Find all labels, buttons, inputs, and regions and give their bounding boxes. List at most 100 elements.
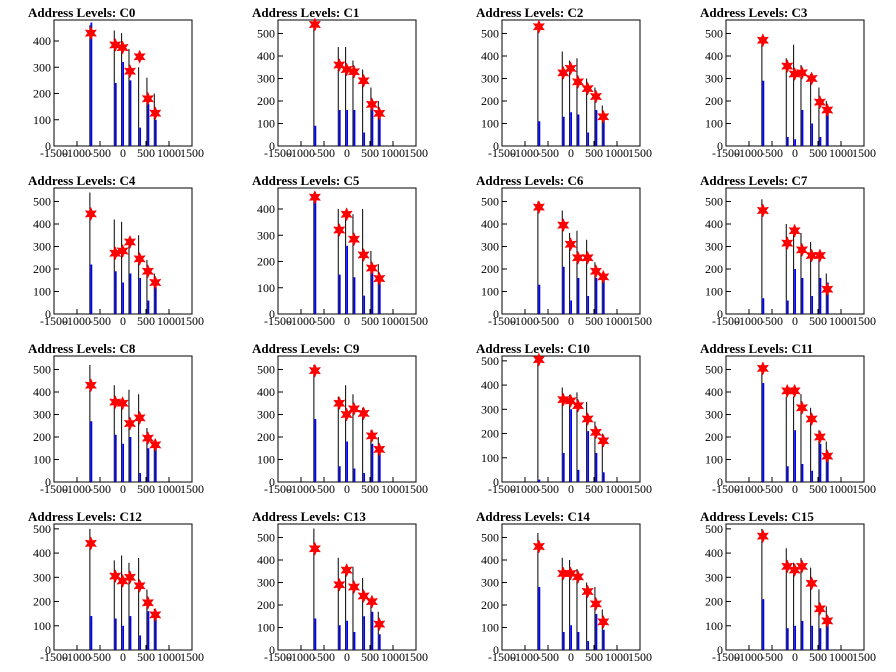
y-tick-label: 300: [705, 570, 723, 584]
y-tick-label: 400: [705, 546, 723, 560]
x-tick-label: 1000: [381, 146, 405, 160]
level-star-marker: [821, 448, 834, 464]
level-star-marker: [347, 579, 361, 595]
panel-title: Address Levels: C2: [476, 5, 583, 20]
x-tick-label: 1500: [180, 650, 204, 664]
level-star-marker: [116, 396, 129, 411]
y-tick-label: 0: [269, 307, 275, 321]
x-tick-label: 0: [344, 146, 350, 160]
y-tick-label: 0: [717, 643, 723, 657]
y-tick-label: 100: [33, 453, 51, 467]
y-tick-label: 400: [257, 553, 275, 567]
level-star-marker: [788, 223, 801, 238]
x-tick-label: -1000: [63, 482, 91, 496]
level-star-marker: [589, 264, 603, 279]
level-star-marker: [813, 94, 827, 110]
level-star-marker: [571, 569, 585, 585]
level-star-marker: [581, 411, 594, 427]
plot-frame: [501, 187, 641, 315]
x-tick-label: 0: [792, 314, 798, 328]
panel-title: Address Levels: C9: [252, 341, 360, 356]
level-star-marker: [597, 109, 610, 124]
y-tick-label: 400: [33, 385, 51, 399]
x-tick-label: 1000: [381, 650, 405, 664]
level-star-marker: [357, 406, 370, 421]
panel-10: Address Levels: C10 0 100 200 300 400 500 -1500…: [476, 341, 652, 496]
x-tick-label: 1000: [157, 314, 181, 328]
x-tick-label: 1000: [829, 314, 853, 328]
y-tick-label: 500: [33, 363, 51, 377]
y-tick-label: 200: [257, 255, 275, 269]
x-tick-label: 500: [361, 482, 379, 496]
y-tick-label: 100: [705, 453, 723, 467]
x-tick-label: 1500: [852, 650, 876, 664]
y-tick-label: 0: [269, 139, 275, 153]
x-tick-label: -500: [761, 146, 783, 160]
x-tick-label: 0: [344, 482, 350, 496]
panel-15: Address Levels: C15 0 100 200 300 400 500 -1500…: [700, 509, 876, 664]
x-tick-label: -500: [537, 146, 559, 160]
level-star-marker: [141, 91, 155, 106]
y-tick-label: 0: [45, 139, 51, 153]
y-tick-label: 200: [705, 262, 723, 276]
panel-6: Address Levels: C60100200300400500-1500-…: [476, 173, 652, 328]
level-star-marker: [133, 49, 146, 64]
x-tick-label: -500: [89, 482, 111, 496]
y-tick-label: 100: [705, 619, 723, 633]
level-star-marker: [149, 106, 162, 121]
y-tick-label: 0: [493, 139, 499, 153]
x-tick-label: -500: [537, 650, 559, 664]
level-star-marker: [308, 363, 322, 378]
panel-title: Address Levels: C14: [476, 509, 590, 524]
x-tick-label: 0: [120, 314, 126, 328]
y-tick-label: 400: [481, 49, 499, 63]
panel-title: Address Levels: C8: [28, 341, 136, 356]
y-tick-label: 200: [257, 430, 275, 444]
y-tick-label: 400: [257, 49, 275, 63]
level-star-marker: [532, 199, 546, 215]
y-tick-label: 100: [33, 113, 51, 127]
x-tick-label: 0: [568, 650, 574, 664]
x-tick-label: 1500: [852, 482, 876, 496]
level-star-marker: [571, 250, 585, 265]
level-star-marker: [813, 429, 827, 445]
y-tick-label: 500: [705, 27, 723, 41]
x-tick-label: 1500: [628, 314, 652, 328]
y-tick-label: 500: [481, 354, 499, 368]
level-star-marker: [133, 251, 146, 267]
x-tick-label: -1000: [287, 314, 315, 328]
panel-9: Address Levels: C90100200300400500-1500-…: [252, 341, 428, 496]
level-star-marker: [581, 250, 594, 265]
y-tick-label: 500: [705, 522, 723, 536]
level-star-marker: [84, 378, 98, 393]
y-tick-label: 0: [717, 139, 723, 153]
level-star-marker: [109, 394, 122, 410]
level-star-marker: [84, 536, 98, 551]
level-star-marker: [581, 81, 594, 96]
panel-title: Address Levels: C1: [252, 5, 359, 20]
level-star-marker: [813, 248, 827, 263]
x-tick-label: -1500: [264, 482, 292, 496]
x-tick-label: -1500: [264, 314, 292, 328]
level-star-marker: [373, 271, 386, 286]
y-tick-label: 300: [705, 72, 723, 86]
level-star-marker: [308, 190, 322, 205]
x-tick-label: -1500: [488, 650, 516, 664]
y-tick-label: 100: [481, 117, 499, 131]
y-tick-label: 300: [257, 576, 275, 590]
y-tick-label: 100: [257, 453, 275, 467]
x-tick-label: 500: [137, 650, 155, 664]
y-tick-label: 400: [481, 378, 499, 392]
x-tick-label: -1000: [287, 650, 315, 664]
x-tick-label: -500: [89, 314, 111, 328]
level-star-marker: [149, 607, 162, 623]
x-tick-label: 500: [137, 314, 155, 328]
level-star-marker: [805, 248, 818, 263]
level-star-marker: [756, 361, 770, 376]
x-tick-label: -500: [89, 650, 111, 664]
level-star-marker: [597, 269, 610, 285]
x-tick-label: -1500: [40, 482, 68, 496]
y-tick-label: 0: [717, 307, 723, 321]
x-tick-label: 0: [120, 146, 126, 160]
y-tick-label: 200: [33, 262, 51, 276]
